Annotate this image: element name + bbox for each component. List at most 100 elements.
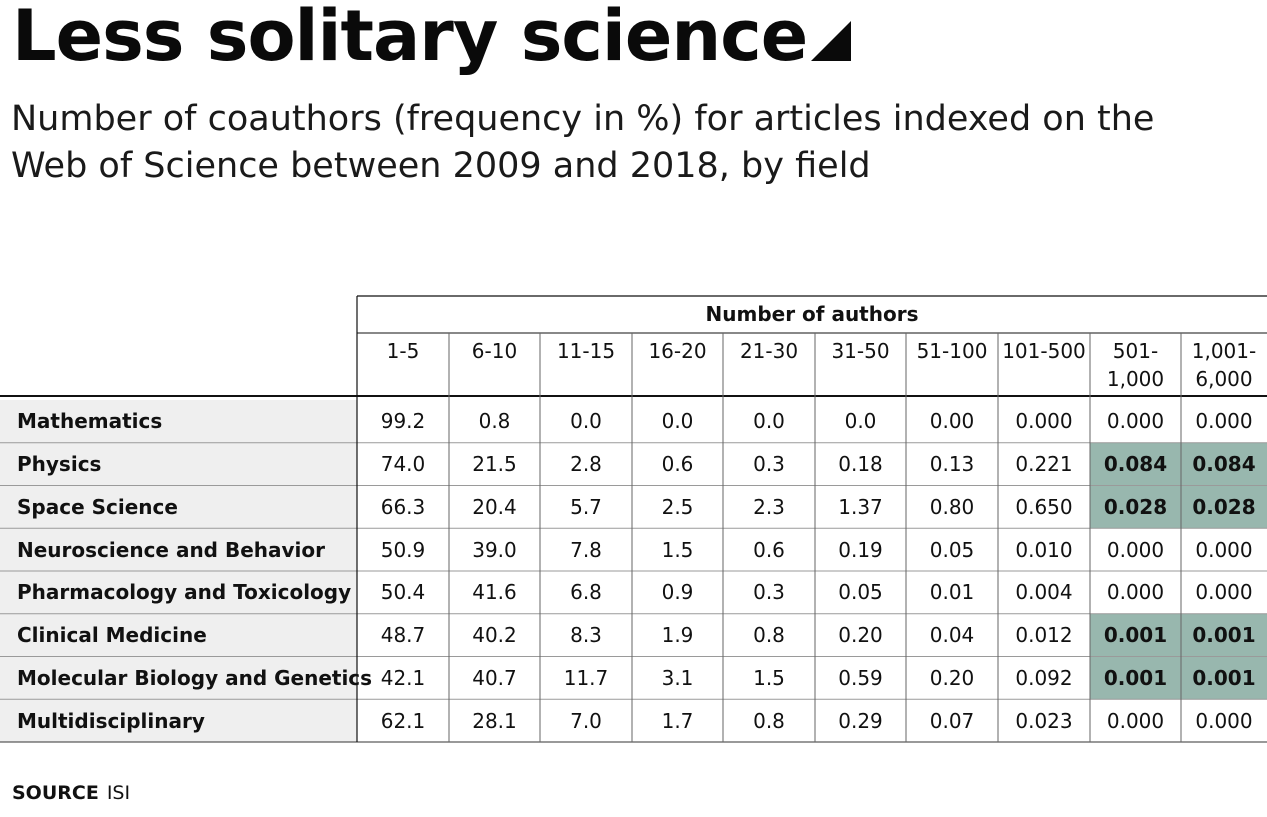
table-cell: 0.6 xyxy=(753,537,785,562)
table-cell: 41.6 xyxy=(472,580,517,605)
table-grid xyxy=(0,295,1267,743)
highlight-cell-bg xyxy=(1181,442,1267,486)
row-label: Clinical Medicine xyxy=(17,623,207,648)
table-cell: 0.010 xyxy=(1015,537,1073,562)
table-cell: 0.80 xyxy=(929,494,975,519)
highlight-cell-bg xyxy=(1090,485,1181,529)
table-cell: 0.028 xyxy=(1192,494,1256,519)
table-cell: 0.01 xyxy=(929,580,975,605)
table-cell: 0.0 xyxy=(661,409,694,434)
table-cell: 2.3 xyxy=(753,494,785,519)
table-cell: 0.29 xyxy=(838,708,883,733)
table-cell: 0.028 xyxy=(1103,494,1168,519)
table-cell: 0.9 xyxy=(661,580,694,605)
table-cell: 0.000 xyxy=(1195,708,1253,733)
table-cell: 66.3 xyxy=(380,494,426,519)
column-header: 31-50 xyxy=(831,339,890,363)
table-cell: 0.000 xyxy=(1106,537,1165,562)
table-cell: 0.001 xyxy=(1192,665,1256,690)
column-header: 501- 1,000 xyxy=(1106,339,1165,391)
table-cell: 21.5 xyxy=(472,452,517,477)
column-header: 6-10 xyxy=(471,339,518,363)
table-cell: 0.000 xyxy=(1106,708,1165,733)
table-cell: 0.084 xyxy=(1103,452,1168,477)
table-cell: 11.7 xyxy=(563,665,609,690)
table-cell: 48.7 xyxy=(380,623,426,648)
source-label: SOURCE xyxy=(12,782,99,804)
table-cell: 8.3 xyxy=(570,623,602,648)
table-cell: 39.0 xyxy=(472,537,517,562)
chart-title: Less solitary science xyxy=(12,0,852,78)
table-cell: 0.650 xyxy=(1015,494,1073,519)
title-triangle-icon xyxy=(811,21,852,61)
table-cell: 0.000 xyxy=(1106,409,1165,434)
table-cell: 0.023 xyxy=(1015,708,1073,733)
table-cell: 99.2 xyxy=(380,409,426,434)
source-value: ISI xyxy=(106,782,131,804)
chart-title-text: Less solitary science xyxy=(12,0,808,77)
column-header: 11-15 xyxy=(556,339,616,363)
row-label: Mathematics xyxy=(17,409,163,434)
highlight-cell-bg xyxy=(1181,613,1267,657)
table-cell: 0.001 xyxy=(1103,623,1168,648)
table-cell: 50.4 xyxy=(380,580,426,605)
table-cell: 0.00 xyxy=(929,409,975,434)
table-cell: 0.05 xyxy=(838,580,883,605)
table-cell: 0.0 xyxy=(844,409,877,434)
table-cell: 0.6 xyxy=(661,452,694,477)
table-cell: 42.1 xyxy=(380,665,426,690)
column-header: 1,001- 6,000 xyxy=(1191,339,1257,391)
table-cell: 0.000 xyxy=(1015,409,1073,434)
table-cell: 7.0 xyxy=(570,708,602,733)
table-cell: 0.8 xyxy=(478,409,511,434)
table-cell: 0.084 xyxy=(1192,452,1256,477)
table-cell: 0.3 xyxy=(753,452,785,477)
row-label: Pharmacology and Toxicology xyxy=(17,580,352,605)
table-cell: 0.092 xyxy=(1015,665,1073,690)
table-cell: 3.1 xyxy=(661,665,694,690)
row-label: Space Science xyxy=(17,494,178,519)
table-cell: 7.8 xyxy=(570,537,602,562)
table-cell: 74.0 xyxy=(380,452,426,477)
column-group-header: Number of authors xyxy=(705,302,919,326)
column-header: 1-5 xyxy=(386,339,420,363)
table-cell: 0.000 xyxy=(1106,580,1165,605)
coauthor-frequency-table: Number of authors 1-5 6-10 11-15 16-20 21-30 3… xyxy=(0,295,1267,744)
table-cell: 0.20 xyxy=(838,623,883,648)
table-cell: 40.7 xyxy=(472,665,517,690)
table-cell: 28.1 xyxy=(472,708,517,733)
table-cell: 1.9 xyxy=(661,623,694,648)
source-note: SOURCE ISI xyxy=(12,781,130,805)
table-cell: 1.7 xyxy=(661,708,694,733)
column-header: 101-500 xyxy=(1002,339,1086,363)
table-cell: 0.18 xyxy=(838,452,883,477)
table-cell: 1.5 xyxy=(753,665,785,690)
column-header: 16-20 xyxy=(648,339,707,363)
row-label: Molecular Biology and Genetics xyxy=(17,665,373,690)
table-cell: 0.000 xyxy=(1195,580,1253,605)
table-cell: 0.20 xyxy=(929,665,975,690)
highlight-cell-bg xyxy=(1090,656,1181,700)
table-cell: 0.13 xyxy=(929,452,975,477)
table-cell: 0.05 xyxy=(929,537,975,562)
table-cell: 62.1 xyxy=(380,708,426,733)
table-cell: 0.0 xyxy=(753,409,785,434)
table-cell: 0.8 xyxy=(753,708,785,733)
table-cell: 0.3 xyxy=(753,580,785,605)
highlight-cell-bg xyxy=(1090,613,1181,657)
row-label: Neuroscience and Behavior xyxy=(17,537,325,562)
table-cell: 0.59 xyxy=(838,665,883,690)
table-cell: 0.000 xyxy=(1195,409,1253,434)
table-cell: 0.04 xyxy=(929,623,975,648)
table-cell: 0.001 xyxy=(1192,623,1256,648)
table-cell: 0.012 xyxy=(1015,623,1073,648)
highlight-cell-bg xyxy=(1181,485,1267,529)
row-label: Physics xyxy=(17,452,102,477)
table-cell: 1.5 xyxy=(661,537,694,562)
table-cell: 0.8 xyxy=(753,623,785,648)
table-cell: 0.19 xyxy=(838,537,883,562)
chart-subtitle: Number of coauthors (frequency in %) for… xyxy=(11,99,1155,186)
table-cell: 0.221 xyxy=(1015,452,1073,477)
column-header: 21-30 xyxy=(739,339,799,363)
row-label: Multidisciplinary xyxy=(17,708,205,733)
